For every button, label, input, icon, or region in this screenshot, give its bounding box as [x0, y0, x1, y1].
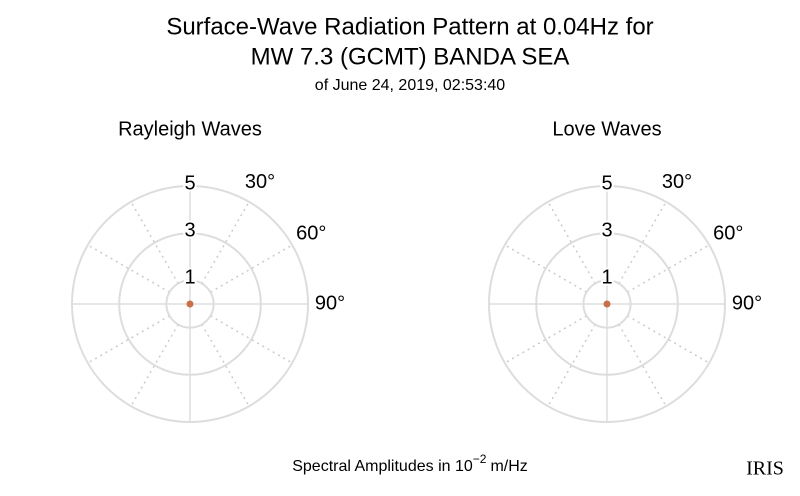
x-label: Spectral Amplitudes in 10−2 m/Hz — [292, 452, 528, 475]
grid-circle — [118, 232, 262, 376]
spoke — [201, 201, 250, 284]
theta-tick-label: 30° — [245, 171, 275, 193]
title: Surface-Wave Radiation Pattern at 0.04Hz… — [166, 13, 653, 40]
x-label-unit: m/Hz — [490, 458, 527, 475]
spoke — [504, 315, 587, 364]
data-point — [603, 300, 611, 308]
r-tick-label: 5 — [601, 172, 612, 194]
theta-tick-label: 60° — [296, 222, 326, 244]
spoke — [210, 244, 293, 293]
data-point — [186, 300, 194, 308]
spoke — [547, 324, 596, 407]
theta-tick-label: 90° — [732, 292, 762, 314]
spoke — [547, 201, 596, 284]
theta-tick-label: 30° — [662, 171, 692, 193]
spoke — [210, 315, 293, 364]
spoke — [627, 315, 710, 364]
x-label-exponent: −2 — [473, 452, 487, 466]
spoke — [627, 244, 710, 293]
grid-circle — [165, 279, 215, 329]
spoke — [87, 315, 170, 364]
r-tick-label: 3 — [601, 219, 612, 241]
grid-circle — [71, 185, 309, 423]
spoke — [130, 324, 179, 407]
r-tick-label: 3 — [184, 219, 195, 241]
theta-tick-label: 60° — [713, 222, 743, 244]
chart-title: Love Waves — [552, 118, 661, 140]
grid-circle — [488, 185, 726, 423]
r-tick-label: 5 — [184, 172, 195, 194]
chart-title: Rayleigh Waves — [118, 118, 262, 140]
grid-circle — [582, 279, 632, 329]
r-tick-label: 1 — [184, 267, 195, 289]
spoke — [618, 201, 667, 284]
logo: IRIS — [746, 458, 784, 480]
spoke — [87, 244, 170, 293]
spoke — [618, 324, 667, 407]
theta-tick-label: 90° — [315, 292, 345, 314]
subtitle: of June 24, 2019, 02:53:40 — [315, 77, 505, 94]
title: MW 7.3 (GCMT) BANDA SEA — [251, 43, 570, 70]
spoke — [201, 324, 250, 407]
spoke — [130, 201, 179, 284]
spoke — [504, 244, 587, 293]
x-label-text: Spectral Amplitudes in 10 — [292, 458, 473, 475]
grid-circle — [535, 232, 679, 376]
r-tick-label: 1 — [601, 267, 612, 289]
